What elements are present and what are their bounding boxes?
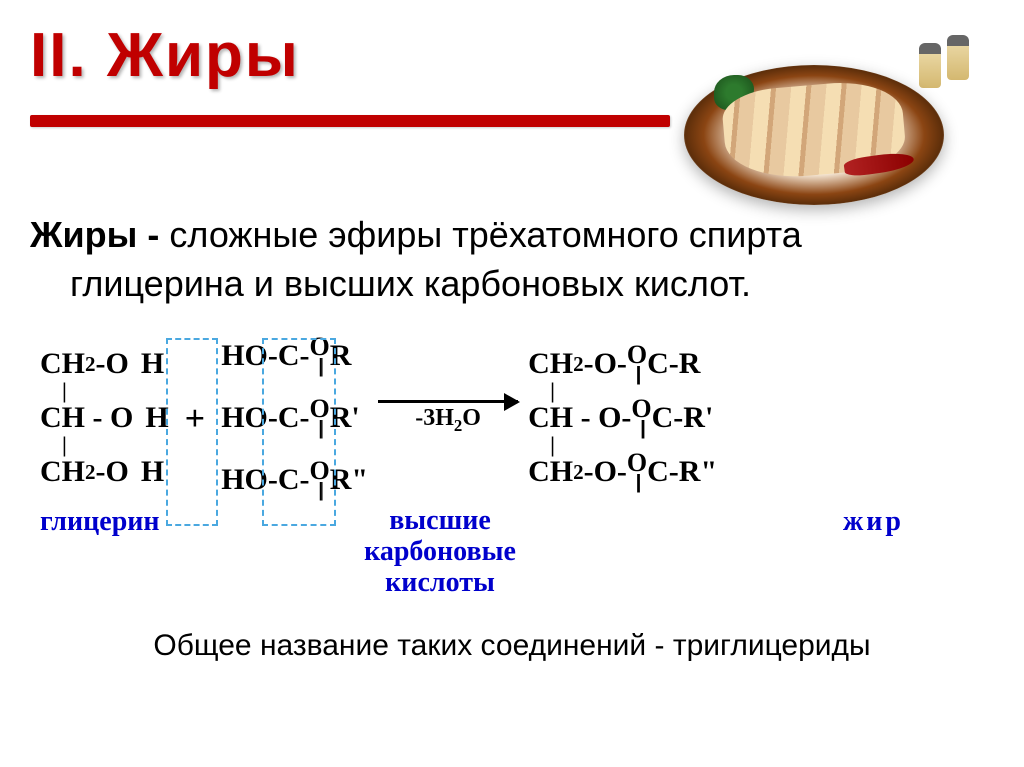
subscript: 2 (85, 462, 96, 483)
atom: R (306, 341, 352, 371)
title-row: II. Жиры (30, 20, 994, 91)
atom: HO-C- (221, 403, 309, 433)
mol-row: CH - O H (40, 400, 169, 436)
shaker-icon (947, 35, 969, 80)
salt-pepper-shakers (919, 35, 974, 100)
mol-row: CH2-O-O||C-R (528, 346, 700, 382)
bond-vertical: | (40, 382, 67, 400)
atom: C- (628, 403, 684, 433)
atom: -O (96, 349, 129, 379)
atom: CH (40, 457, 85, 487)
label-glycerin: глицерин (30, 506, 240, 598)
label-fat: жир (640, 506, 994, 598)
title-underline (30, 115, 670, 127)
atom: R' (683, 403, 713, 433)
plus-operator: + (179, 397, 212, 439)
subscript: 2 (573, 462, 584, 483)
atom: R' (306, 403, 360, 433)
definition-body-2: глицерина и высших карбоновых кислот. (70, 263, 751, 304)
atom: C- (623, 457, 679, 487)
atom: H (145, 403, 168, 433)
food-illustration (664, 25, 984, 225)
subscript: 2 (573, 354, 584, 375)
bond-vertical: | (528, 436, 555, 454)
fatty-acids-structure: HO-C-O||R HO-C-O||R' HO-C-O||R" (221, 338, 368, 498)
footer-text: Общее название таких соединений - тригли… (30, 629, 994, 663)
glycerol-structure: CH2-OH | CH - OH | CH2-OH (40, 346, 169, 490)
atom: R" (679, 457, 717, 487)
atom: CH (528, 349, 573, 379)
atom: H (141, 349, 164, 379)
mol-row: CH2-O-O||C-R" (528, 454, 717, 490)
atom: -O- (584, 349, 627, 379)
atom: H (141, 457, 164, 487)
arrow-icon (378, 400, 518, 403)
label-acids: высшие карбоновые кислоты (240, 506, 640, 598)
mol-row: CH2-O H (40, 454, 164, 490)
atom: -O- (584, 457, 627, 487)
atom: CH - O (40, 403, 133, 433)
subscript: 2 (85, 354, 96, 375)
arrow-label: -3H2O (415, 405, 481, 436)
atom: C- (623, 349, 679, 379)
atom: CH (528, 457, 573, 487)
mol-row: CH2-O H (40, 346, 164, 382)
atom: R" (306, 465, 368, 495)
reaction-arrow-block: -3H2O (378, 400, 518, 436)
atom: HO-C- (221, 465, 309, 495)
slide-title: II. Жиры (30, 20, 300, 91)
structure-labels: глицерин высшие карбоновые кислоты жир (30, 506, 994, 598)
atom: -O (96, 457, 129, 487)
atom: CH (40, 349, 85, 379)
bond-vertical: | (40, 436, 67, 454)
reaction-scheme: CH2-OH | CH - OH | CH2-OH + HO-C-O||R HO… (30, 338, 994, 498)
bond-vertical: | (528, 382, 555, 400)
mol-row: HO-C-O||R' (221, 400, 360, 436)
mol-row: HO-C-O||R (221, 338, 351, 374)
mol-row: CH - O-O||C-R' (528, 400, 713, 436)
definition-text: Жиры - сложные эфиры трёхатомного спирта… (30, 211, 950, 308)
atom: R (679, 349, 701, 379)
atom: HO-C- (221, 341, 309, 371)
triglyceride-structure: CH2-O-O||C-R | CH - O-O||C-R' | CH2-O-O|… (528, 346, 717, 490)
definition-lead: Жиры - (30, 214, 169, 255)
atom: CH - O- (528, 403, 631, 433)
slide: II. Жиры Жиры - сложные эфиры трёхатомно… (0, 0, 1024, 767)
shaker-icon (919, 43, 941, 88)
mol-row: HO-C-O||R" (221, 462, 368, 498)
